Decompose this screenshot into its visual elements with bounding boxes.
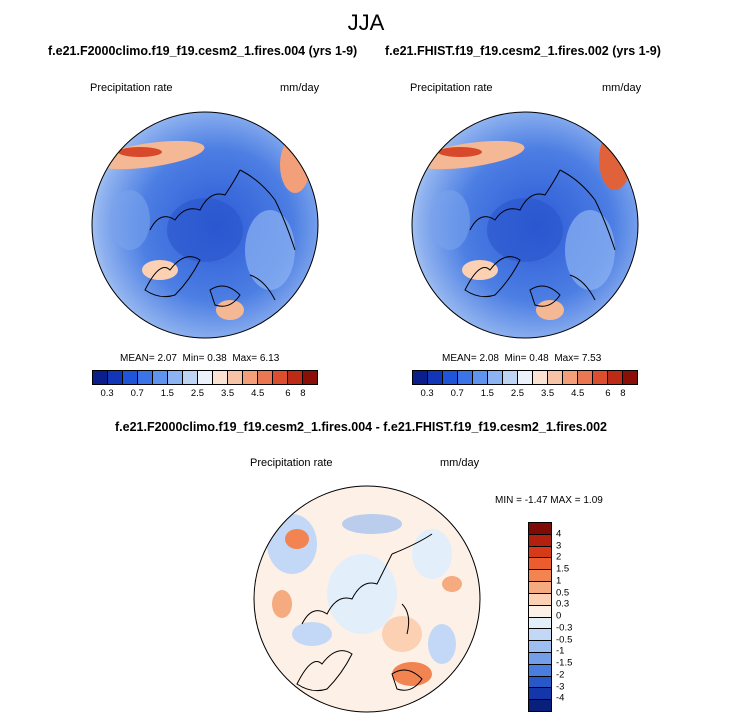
colorbar-tick-label: -0.3 bbox=[556, 622, 573, 634]
colorbar-swatch bbox=[123, 371, 138, 384]
colorbar-swatch bbox=[488, 371, 503, 384]
colorbar-tick-label: -2 bbox=[556, 669, 565, 681]
diff-stats: MIN = -1.47 MAX = 1.09 bbox=[495, 495, 603, 506]
colorbar-swatch bbox=[548, 371, 563, 384]
colorbar-tick-label: 6 bbox=[605, 388, 611, 399]
colorbar-tick-label: 3 bbox=[556, 540, 562, 551]
colorbar-swatch bbox=[198, 371, 213, 384]
colorbar-tick-label: 4.5 bbox=[571, 388, 585, 399]
colorbar-tick-label: 0.3 bbox=[420, 388, 434, 399]
panel1-variable-label: Precipitation rate bbox=[90, 82, 173, 94]
colorbar-tick-label: 1.5 bbox=[160, 388, 174, 399]
panel1-stats: MEAN= 2.07 Min= 0.38 Max= 6.13 bbox=[120, 353, 280, 364]
colorbar-swatches bbox=[412, 370, 638, 385]
colorbar-swatch bbox=[273, 371, 288, 384]
colorbar-swatches bbox=[92, 370, 318, 385]
panel2-variable-label: Precipitation rate bbox=[410, 82, 493, 94]
colorbar-tick-label: -1 bbox=[556, 645, 565, 657]
colorbar-tick-label: 1 bbox=[556, 575, 562, 587]
diff-subtitle: f.e21.F2000climo.f19_f19.cesm2_1.fires.0… bbox=[115, 420, 607, 434]
colorbar-swatch bbox=[168, 371, 183, 384]
colorbar-swatch bbox=[529, 700, 551, 711]
colorbar-swatch bbox=[288, 371, 303, 384]
colorbar-swatch bbox=[533, 371, 548, 384]
colorbar-tick-label: 2.5 bbox=[190, 388, 205, 399]
colorbar-swatch bbox=[529, 570, 551, 583]
diff-colorbar: 4 3 2 1.5 1 0.5 0.3 0 -0.3 -0.5 -1 -1.5 -2 -3 -4 bbox=[528, 522, 572, 712]
colorbar-swatch bbox=[428, 371, 443, 384]
colorbar-tick-label: -4 bbox=[556, 692, 565, 704]
colorbar-swatch bbox=[529, 676, 551, 689]
colorbar-swatch bbox=[529, 605, 551, 618]
colorbar-swatch bbox=[563, 371, 578, 384]
colorbar-swatch bbox=[529, 664, 551, 677]
colorbar-tick-label: -0.5 bbox=[556, 634, 573, 645]
colorbar-swatch bbox=[243, 371, 258, 384]
colorbar-swatch bbox=[578, 371, 593, 384]
colorbar-tick-label: 4.5 bbox=[251, 388, 265, 399]
colorbar-swatch bbox=[593, 371, 608, 384]
colorbar-tick-label: 3.5 bbox=[540, 388, 555, 399]
colorbar-swatch bbox=[303, 371, 317, 384]
colorbar-swatch bbox=[529, 582, 551, 594]
colorbar-swatch bbox=[228, 371, 243, 384]
panel2-polar-map bbox=[411, 111, 639, 339]
colorbar-swatch bbox=[529, 558, 551, 571]
colorbar-swatch bbox=[529, 688, 551, 701]
colorbar-swatch bbox=[529, 523, 551, 535]
colorbar-swatch bbox=[529, 629, 551, 642]
panel2-units-label: mm/day bbox=[602, 82, 642, 94]
colorbar-tick-label: 6 bbox=[285, 388, 291, 399]
colorbar-swatch bbox=[473, 371, 488, 384]
colorbar-swatch bbox=[529, 546, 551, 559]
colorbar-tick-label: 1.5 bbox=[480, 388, 494, 399]
colorbar-tick-label: 0.7 bbox=[130, 388, 144, 399]
colorbar-swatch bbox=[608, 371, 623, 384]
colorbar-swatch bbox=[529, 534, 551, 547]
colorbar-swatch bbox=[153, 371, 168, 384]
colorbar-swatch bbox=[258, 371, 273, 384]
colorbar-tick-label: 0.5 bbox=[556, 587, 570, 598]
colorbar-swatch bbox=[213, 371, 228, 384]
colorbar-tick-label: 8 bbox=[300, 388, 306, 399]
colorbar-swatch bbox=[138, 371, 153, 384]
colorbar-swatch bbox=[108, 371, 123, 384]
panel1-polar-map bbox=[91, 111, 319, 339]
colorbar-swatch bbox=[623, 371, 637, 384]
panel2-colorbar: 0.3 0.7 1.5 2.5 3.5 4.5 6 8 bbox=[412, 370, 638, 399]
diff-units-label: mm/day bbox=[440, 457, 480, 469]
colorbar-tick-label: 0.7 bbox=[450, 388, 464, 399]
colorbar-tick-label: 2 bbox=[556, 551, 562, 563]
colorbar-tick-label: 2.5 bbox=[510, 388, 525, 399]
colorbar-tick-label: 4 bbox=[556, 528, 562, 540]
colorbar-tick-label: -3 bbox=[556, 681, 565, 692]
panel2-stats: MEAN= 2.08 Min= 0.48 Max= 7.53 bbox=[442, 353, 602, 364]
colorbar-swatch bbox=[93, 371, 108, 384]
colorbar-swatch bbox=[413, 371, 428, 384]
colorbar-tick-label: -1.5 bbox=[556, 657, 573, 669]
panel2-subtitle: f.e21.FHIST.f19_f19.cesm2_1.fires.002 (y… bbox=[385, 44, 661, 58]
colorbar-swatch bbox=[529, 593, 551, 606]
diff-polar-map bbox=[253, 485, 481, 713]
colorbar-swatch bbox=[518, 371, 533, 384]
colorbar-swatch bbox=[183, 371, 198, 384]
colorbar-swatch bbox=[443, 371, 458, 384]
panel1-subtitle: f.e21.F2000climo.f19_f19.cesm2_1.fires.0… bbox=[48, 44, 358, 58]
colorbar-swatch bbox=[503, 371, 518, 384]
colorbar-swatch bbox=[529, 617, 551, 630]
colorbar-swatch bbox=[529, 652, 551, 665]
colorbar-tick-label: 8 bbox=[620, 388, 626, 399]
colorbar-tick-label: 3.5 bbox=[220, 388, 235, 399]
panel1-colorbar: 0.3 0.7 1.5 2.5 3.5 4.5 6 8 bbox=[92, 370, 318, 399]
figure-title: JJA bbox=[347, 10, 385, 35]
colorbar-swatches bbox=[528, 522, 552, 712]
panel1-units-label: mm/day bbox=[280, 82, 320, 94]
colorbar-swatch bbox=[458, 371, 473, 384]
diff-variable-label: Precipitation rate bbox=[250, 457, 333, 469]
colorbar-tick-label: 0.3 bbox=[100, 388, 114, 399]
colorbar-tick-label: 0 bbox=[556, 610, 562, 622]
colorbar-tick-label: 0.3 bbox=[556, 598, 570, 610]
colorbar-tick-label: 1.5 bbox=[556, 563, 570, 575]
colorbar-swatch bbox=[529, 641, 551, 653]
